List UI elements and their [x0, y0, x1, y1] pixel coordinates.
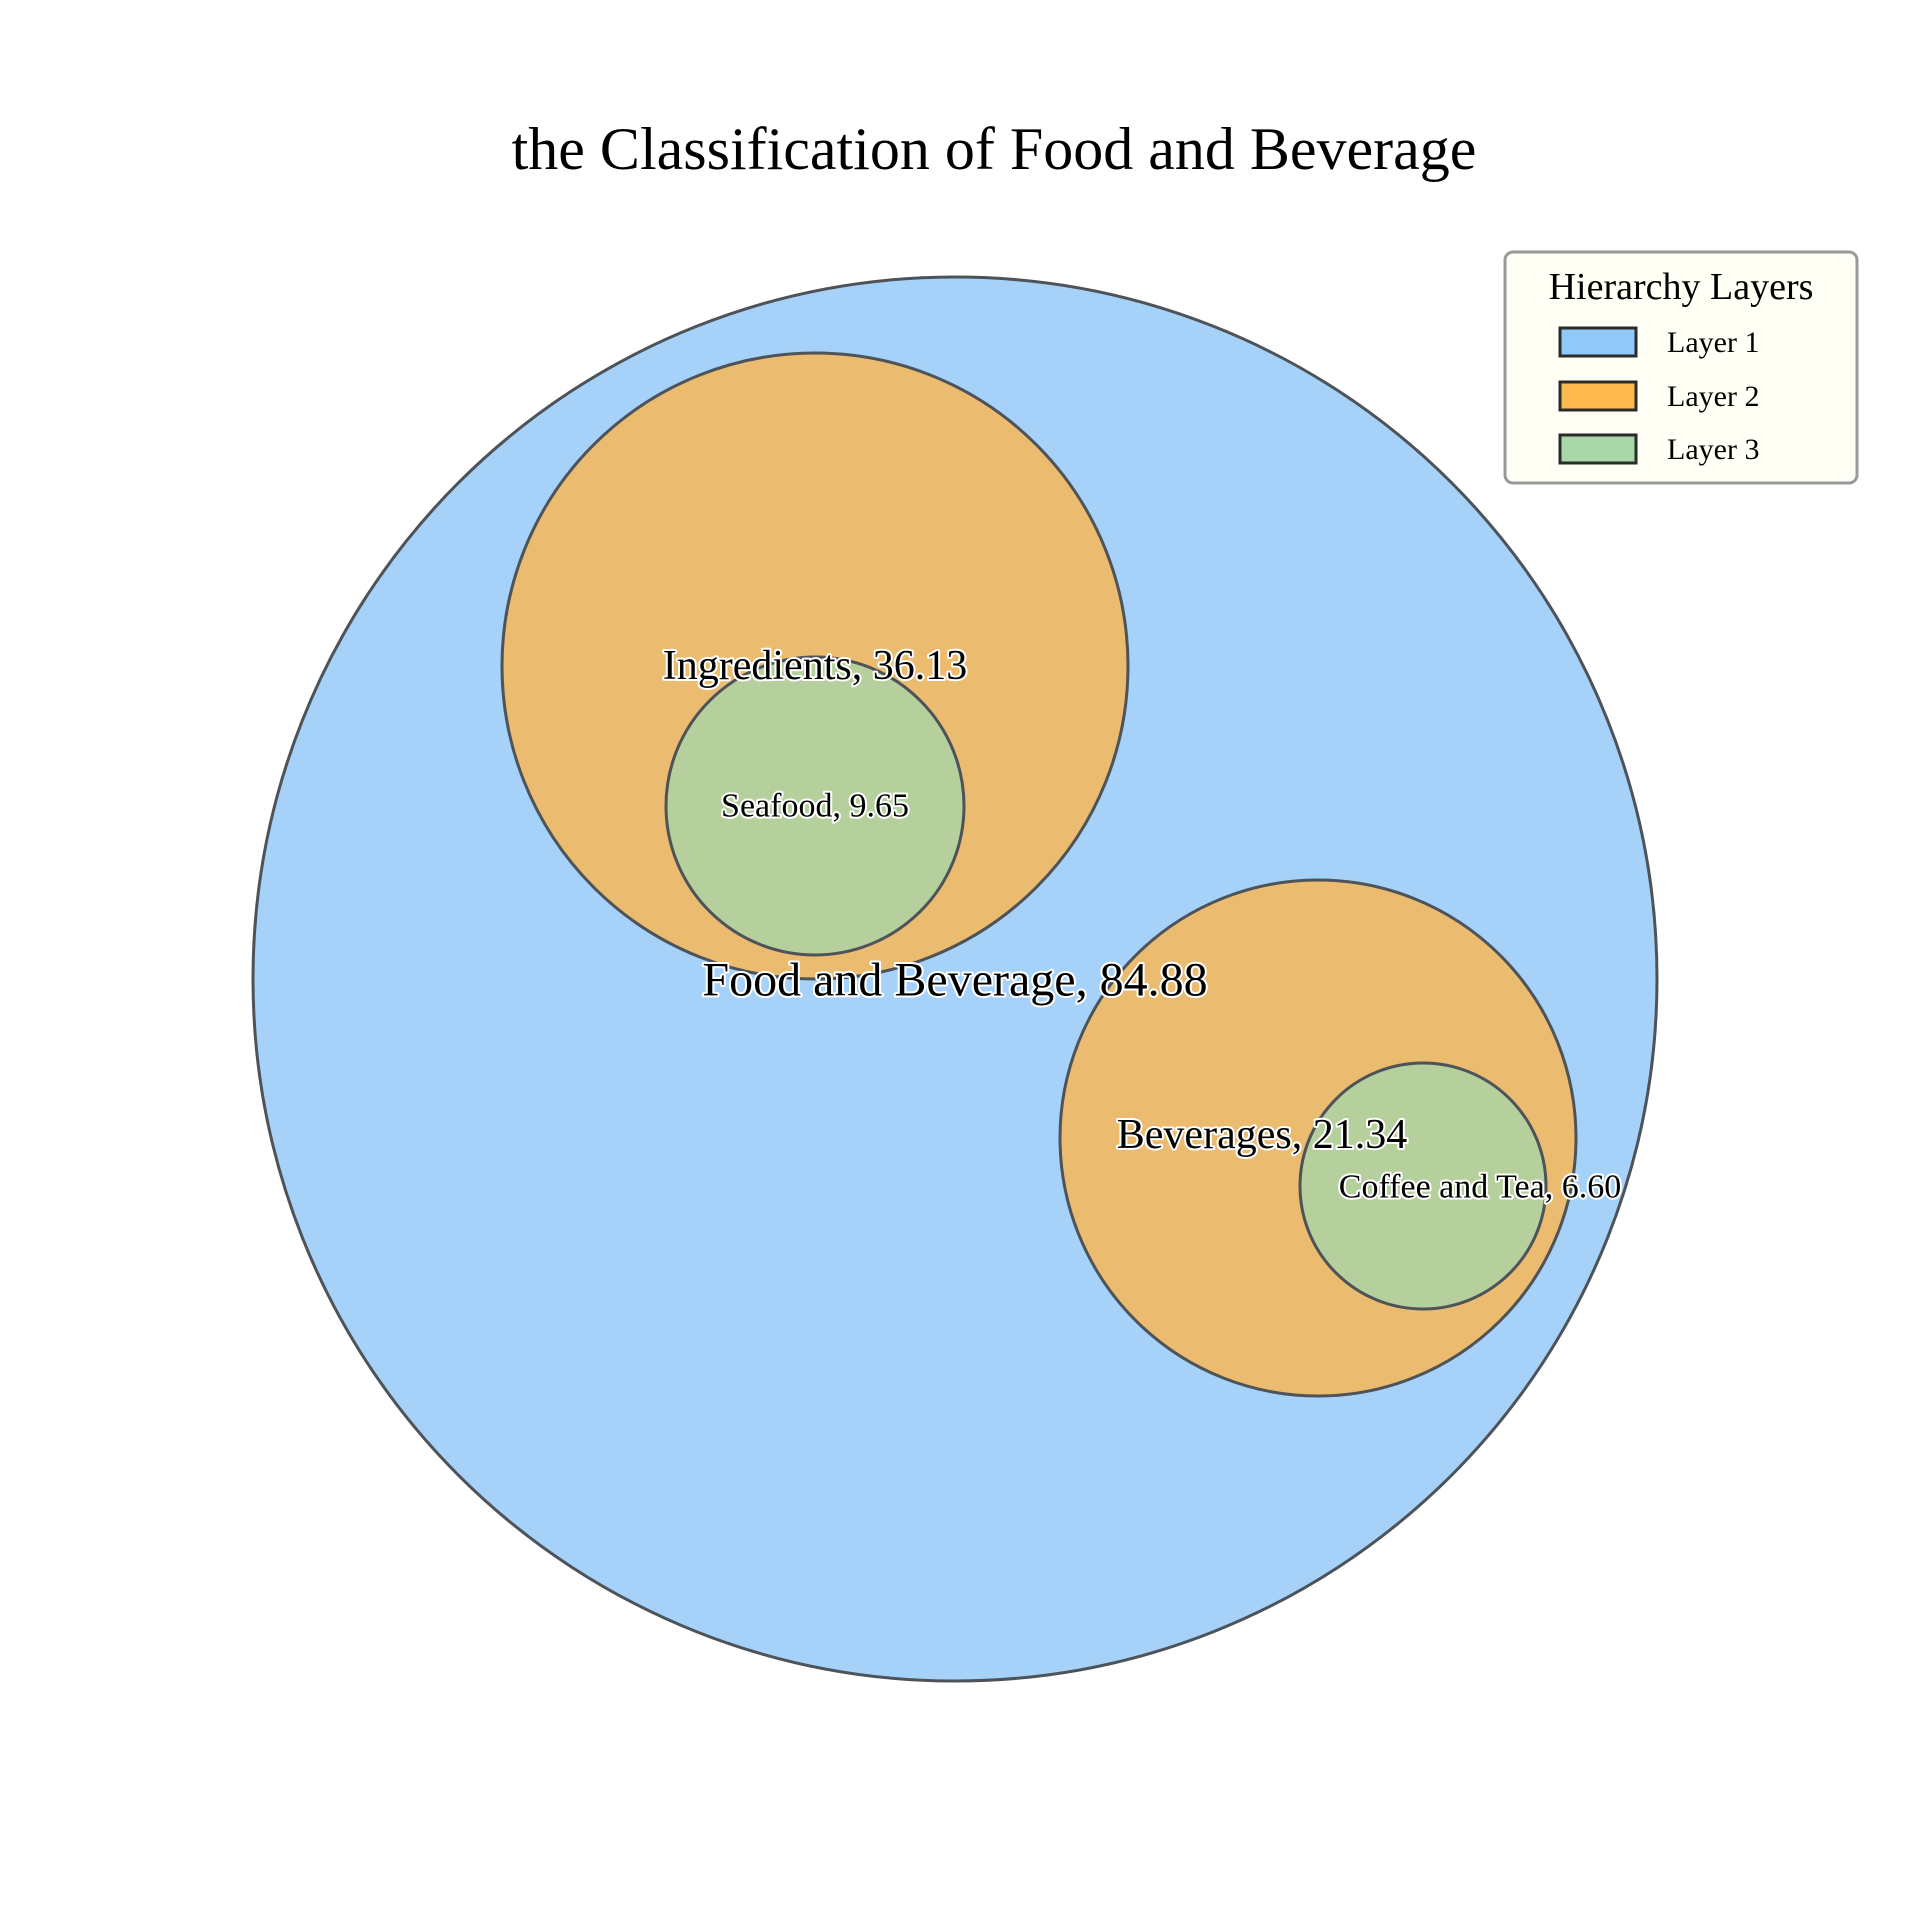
legend-swatch-layer-1 [1558, 326, 1638, 358]
legend-label-layer-2: Layer 2 [1667, 380, 1759, 413]
legend-swatch-layer-3 [1558, 433, 1638, 465]
label-ingredients: Ingredients, 36.13 [663, 643, 967, 689]
chart-title: the Classification of Food and Beverage [512, 116, 1477, 182]
labels-group: Food and Beverage, 84.88 Ingredients, 36.… [661, 641, 1623, 1208]
label-food-and-beverage: Food and Beverage, 84.88 [702, 954, 1207, 1007]
legend-box [1503, 250, 1859, 485]
legend-title: Hierarchy Layers [1549, 266, 1814, 308]
legend-swatch-layer-2 [1558, 380, 1638, 412]
legend-label-layer-3: Layer 3 [1667, 433, 1759, 466]
legend: Hierarchy Layers Layer 1 Layer 2 Layer 3 [1503, 250, 1859, 485]
legend-label-layer-1: Layer 1 [1667, 326, 1759, 359]
circle-seafood [664, 655, 966, 957]
circles-group [251, 275, 1659, 1683]
label-coffee-and-tea: Coffee and Tea, 6.60 [1339, 1169, 1621, 1206]
label-beverages: Beverages, 21.34 [1117, 1112, 1407, 1158]
circle-coffee-and-tea [1298, 1061, 1548, 1311]
label-seafood: Seafood, 9.65 [721, 788, 909, 825]
